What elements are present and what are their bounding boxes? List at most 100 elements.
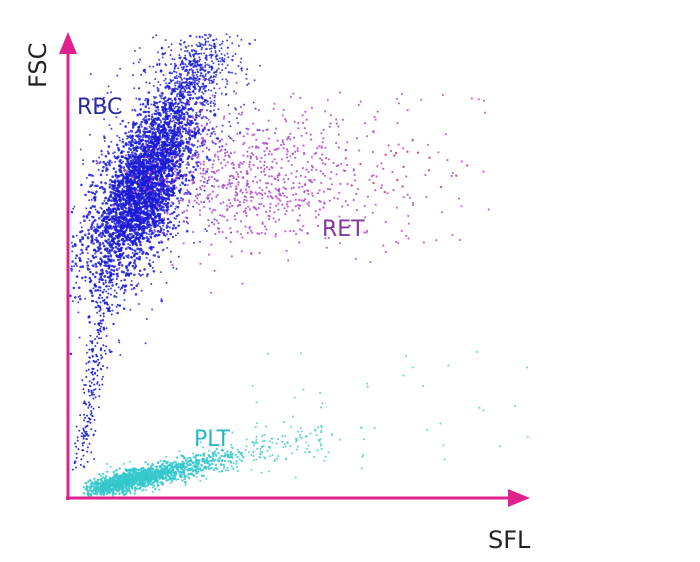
rbc-point (214, 114, 217, 117)
rbc-point (166, 121, 169, 124)
rbc-point (69, 352, 73, 356)
rbc-point (90, 215, 93, 218)
rbc-point (86, 267, 89, 269)
rbc-point (235, 108, 237, 111)
rbc-point (75, 281, 78, 284)
rbc-point (150, 227, 152, 230)
rbc-point (82, 454, 85, 457)
rbc-point (93, 419, 96, 421)
rbc-point (213, 99, 216, 102)
rbc-point (171, 108, 174, 111)
rbc-point (199, 193, 201, 196)
rbc-point (161, 208, 164, 212)
rbc-point (100, 153, 103, 156)
rbc-point (154, 131, 157, 134)
ret-point (248, 163, 251, 166)
rbc-point (75, 254, 78, 257)
rbc-point (103, 260, 106, 263)
ret-point (206, 167, 209, 171)
ret-point (175, 174, 178, 177)
rbc-point (226, 64, 229, 67)
rbc-point (145, 81, 148, 84)
rbc-point (180, 113, 183, 116)
rbc-point (146, 103, 150, 106)
rbc-point (94, 388, 97, 391)
rbc-point (176, 105, 179, 108)
rbc-point (215, 73, 218, 76)
rbc-point (245, 77, 248, 80)
rbc-point (159, 83, 162, 86)
rbc-point (206, 109, 208, 112)
ret-point (252, 206, 255, 209)
rbc-point (169, 126, 173, 129)
ret-point (240, 113, 243, 116)
rbc-point (172, 130, 175, 133)
ret-point (254, 175, 257, 178)
ret-point (144, 156, 147, 159)
rbc-point (97, 323, 100, 325)
rbc-point (119, 196, 122, 199)
rbc-point (95, 360, 98, 363)
rbc-point (195, 96, 198, 99)
rbc-point (143, 163, 146, 166)
ret-point (230, 137, 233, 140)
rbc-point (160, 173, 162, 176)
rbc-point (127, 150, 130, 154)
rbc-point (94, 250, 98, 253)
ret-point (344, 169, 347, 173)
rbc-point (135, 284, 139, 288)
rbc-point (133, 228, 136, 231)
rbc-point (169, 138, 172, 141)
rbc-point (112, 152, 115, 155)
rbc-point (158, 94, 161, 97)
ret-point (335, 118, 338, 121)
rbc-point (141, 161, 144, 164)
rbc-point (124, 190, 127, 192)
rbc-point (115, 187, 118, 190)
rbc-point (169, 204, 173, 208)
rbc-point (136, 231, 138, 234)
rbc-point (73, 205, 76, 208)
ret-point (327, 158, 331, 161)
rbc-point (172, 210, 176, 214)
rbc-point (126, 165, 129, 168)
rbc-point (105, 335, 108, 337)
ret-point (210, 291, 213, 294)
ret-point (402, 147, 405, 150)
rbc-point (111, 246, 115, 250)
ret-point (325, 246, 328, 249)
rbc-point (136, 172, 139, 175)
rbc-point (134, 162, 137, 164)
ret-point (321, 162, 324, 165)
rbc-point (199, 88, 202, 90)
rbc-point (129, 142, 132, 145)
rbc-point (160, 94, 163, 97)
rbc-point (91, 273, 95, 276)
rbc-point (93, 199, 97, 202)
rbc-point (237, 44, 240, 47)
rbc-point (173, 76, 176, 79)
rbc-point (79, 414, 82, 417)
rbc-point (206, 63, 209, 66)
rbc-point (114, 265, 117, 268)
rbc-point (85, 207, 88, 210)
rbc-point (116, 221, 119, 225)
rbc-point (149, 152, 153, 155)
rbc-point (146, 205, 150, 208)
rbc-point (134, 263, 137, 266)
rbc-point (80, 248, 83, 252)
ret-point (380, 184, 383, 187)
rbc-point (157, 169, 160, 172)
rbc-point (134, 159, 138, 163)
rbc-point (86, 351, 88, 354)
rbc-point (162, 180, 165, 183)
rbc-point (122, 185, 126, 189)
rbc-point (204, 48, 207, 51)
ret-point (222, 201, 225, 204)
ret-point (264, 232, 267, 235)
rbc-point (139, 274, 142, 277)
rbc-point (147, 176, 150, 179)
rbc-point (247, 82, 250, 85)
rbc-point (79, 463, 82, 466)
rbc-point (148, 202, 151, 205)
